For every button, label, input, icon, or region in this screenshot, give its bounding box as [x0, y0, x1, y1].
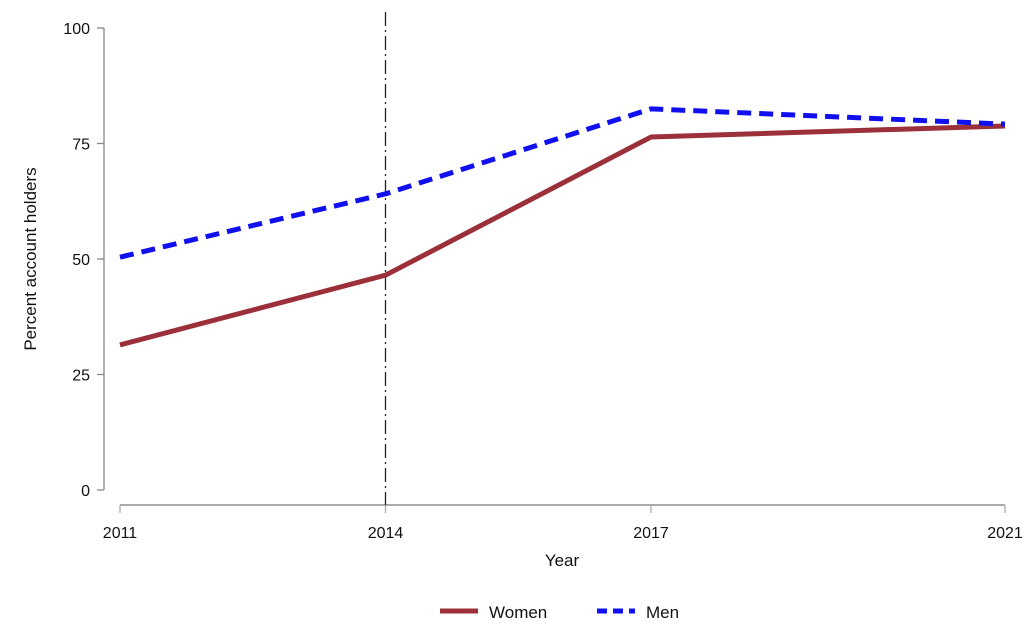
y-axis-label: Percent account holders [21, 167, 40, 350]
legend: Women Men [440, 603, 679, 622]
series-line-men [119, 106, 1006, 260]
legend-label-women: Women [489, 603, 547, 622]
y-tick-label: 25 [72, 368, 90, 385]
legend-label-men: Men [646, 603, 679, 622]
series-lines [119, 106, 1006, 348]
y-tick-label: 50 [72, 252, 90, 269]
series-line-women [119, 123, 1006, 348]
x-axis: 2011 2014 2017 2021 [103, 504, 1023, 542]
y-tick-label: 0 [81, 483, 90, 500]
x-tick-label: 2021 [987, 525, 1023, 542]
y-tick-label: 75 [72, 137, 90, 154]
x-tick-label: 2011 [103, 525, 138, 542]
x-tick-label: 2014 [368, 525, 404, 542]
y-tick-label: 100 [63, 21, 90, 38]
y-axis: 0 25 50 75 100 [63, 21, 105, 500]
x-tick-label: 2017 [633, 525, 669, 542]
x-axis-label: Year [545, 551, 580, 570]
